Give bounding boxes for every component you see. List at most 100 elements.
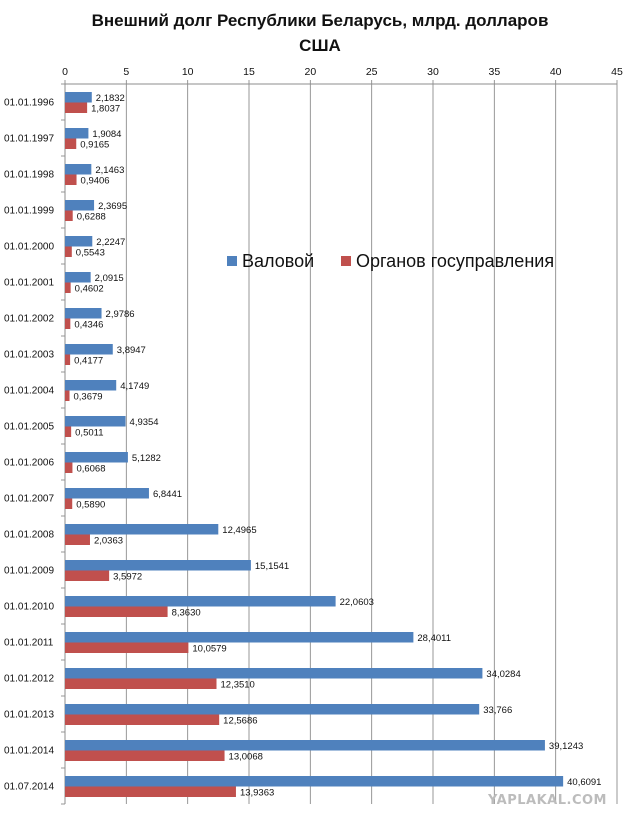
bar-valovoy-01.01.2005 (65, 416, 126, 427)
bar-gosupravlenie-01.01.2012 (65, 678, 217, 689)
bar-valovoy-01.07.2014 (65, 776, 564, 787)
data-label: 2,2247 (96, 237, 125, 248)
x-tick-label: 20 (304, 66, 316, 78)
x-tick-label: 5 (123, 66, 129, 78)
x-tick-label: 35 (488, 66, 500, 78)
legend-swatch-gosupravlenie (341, 256, 351, 266)
data-label: 0,3679 (74, 392, 103, 403)
data-label: 39,1243 (549, 741, 583, 752)
category-label: 01.01.2011 (4, 638, 54, 649)
bar-gosupravlenie-01.01.1998 (65, 174, 77, 185)
bar-valovoy-01.01.2006 (65, 452, 128, 463)
category-label: 01.01.2010 (4, 602, 54, 613)
bar-valovoy-01.01.2007 (65, 488, 149, 499)
category-label: 01.01.2002 (4, 314, 54, 325)
data-label: 0,5543 (76, 248, 105, 259)
bar-valovoy-01.01.2014 (65, 740, 545, 751)
bar-gosupravlenie-01.01.1997 (65, 138, 77, 149)
chart-title-line-1: Внешний долг Республики Беларусь, млрд. … (91, 11, 549, 30)
data-label: 5,1282 (132, 453, 161, 464)
bar-valovoy-01.01.2013 (65, 704, 480, 715)
bar-gosupravlenie-01.01.1996 (65, 102, 88, 113)
legend-swatch-valovoy (227, 256, 237, 266)
legend-label: Валовой (242, 251, 314, 271)
data-label: 1,9084 (92, 129, 121, 140)
category-label: 01.01.1997 (4, 134, 54, 145)
bar-gosupravlenie-01.07.2014 (65, 786, 236, 797)
bar-gosupravlenie-01.01.2006 (65, 462, 73, 473)
bar-gosupravlenie-01.01.2013 (65, 714, 220, 725)
bar-gosupravlenie-01.01.2011 (65, 642, 189, 653)
bar-valovoy-01.01.2004 (65, 380, 117, 391)
category-label: 01.01.2003 (4, 350, 54, 361)
bar-gosupravlenie-01.01.2009 (65, 570, 110, 581)
data-label: 0,9406 (81, 176, 110, 187)
x-tick-label: 45 (611, 66, 623, 78)
data-label: 1,8037 (91, 104, 120, 115)
data-label: 2,3695 (98, 201, 127, 212)
data-label: 4,1749 (120, 381, 149, 392)
x-tick-label: 25 (366, 66, 378, 78)
data-label: 6,8441 (153, 489, 182, 500)
data-label: 12,3510 (221, 680, 255, 691)
chart-title-line-2: США (299, 36, 341, 55)
chart-title: Внешний долг Республики Беларусь, млрд. … (0, 8, 640, 58)
category-label: 01.07.2014 (4, 782, 54, 793)
category-label: 01.01.2014 (4, 746, 54, 757)
data-label: 2,1463 (95, 165, 124, 176)
data-label: 0,6288 (77, 212, 106, 223)
bar-valovoy-01.01.2000 (65, 236, 93, 247)
category-label: 01.01.1998 (4, 170, 54, 181)
data-label: 28,4011 (417, 633, 451, 644)
data-label: 2,9786 (106, 309, 135, 320)
data-label: 3,5972 (113, 572, 142, 583)
legend-label: Органов госуправления (356, 251, 554, 271)
data-label: 2,1832 (96, 93, 125, 104)
bar-gosupravlenie-01.01.2007 (65, 498, 73, 509)
data-label: 40,6091 (567, 777, 601, 788)
bar-gosupravlenie-01.01.2001 (65, 282, 71, 293)
bar-gosupravlenie-01.01.1999 (65, 210, 73, 221)
data-label: 12,5686 (223, 716, 257, 727)
data-label: 0,6068 (76, 464, 105, 475)
bar-gosupravlenie-01.01.2000 (65, 246, 72, 257)
bar-gosupravlenie-01.01.2008 (65, 534, 90, 545)
bar-valovoy-01.01.2001 (65, 272, 91, 283)
bar-valovoy-01.01.2010 (65, 596, 336, 607)
category-label: 01.01.2004 (4, 386, 54, 397)
category-label: 01.01.2012 (4, 674, 54, 685)
data-label: 34,0284 (486, 669, 520, 680)
data-label: 2,0363 (94, 536, 123, 547)
bar-gosupravlenie-01.01.2003 (65, 354, 71, 365)
data-label: 3,8947 (117, 345, 146, 356)
x-tick-label: 15 (243, 66, 255, 78)
data-label: 0,5011 (75, 428, 103, 439)
data-label: 0,4177 (74, 356, 103, 367)
category-label: 01.01.1996 (4, 98, 54, 109)
category-label: 01.01.2006 (4, 458, 54, 469)
data-label: 13,9363 (240, 788, 274, 799)
category-label: 01.01.2008 (4, 530, 54, 541)
category-label: 01.01.2007 (4, 494, 54, 505)
bar-gosupravlenie-01.01.2014 (65, 750, 225, 761)
data-label: 4,9354 (130, 417, 159, 428)
bar-valovoy-01.01.1997 (65, 128, 89, 139)
data-label: 0,4346 (74, 320, 103, 331)
bar-gosupravlenie-01.01.2004 (65, 390, 70, 401)
data-label: 0,5890 (76, 500, 105, 511)
category-label: 01.01.2005 (4, 422, 54, 433)
category-label: 01.01.2009 (4, 566, 54, 577)
x-tick-label: 30 (427, 66, 439, 78)
x-tick-label: 40 (550, 66, 562, 78)
data-label: 0,9165 (80, 140, 109, 151)
bar-gosupravlenie-01.01.2005 (65, 426, 72, 437)
category-label: 01.01.2001 (4, 278, 54, 289)
data-label: 15,1541 (255, 561, 289, 572)
data-label: 0,4602 (75, 284, 104, 295)
watermark: YAPLAKAL.COM (488, 793, 607, 808)
bar-gosupravlenie-01.01.2010 (65, 606, 168, 617)
bar-valovoy-01.01.2011 (65, 632, 414, 643)
bar-valovoy-01.01.2002 (65, 308, 102, 319)
category-label: 01.01.2000 (4, 242, 54, 253)
